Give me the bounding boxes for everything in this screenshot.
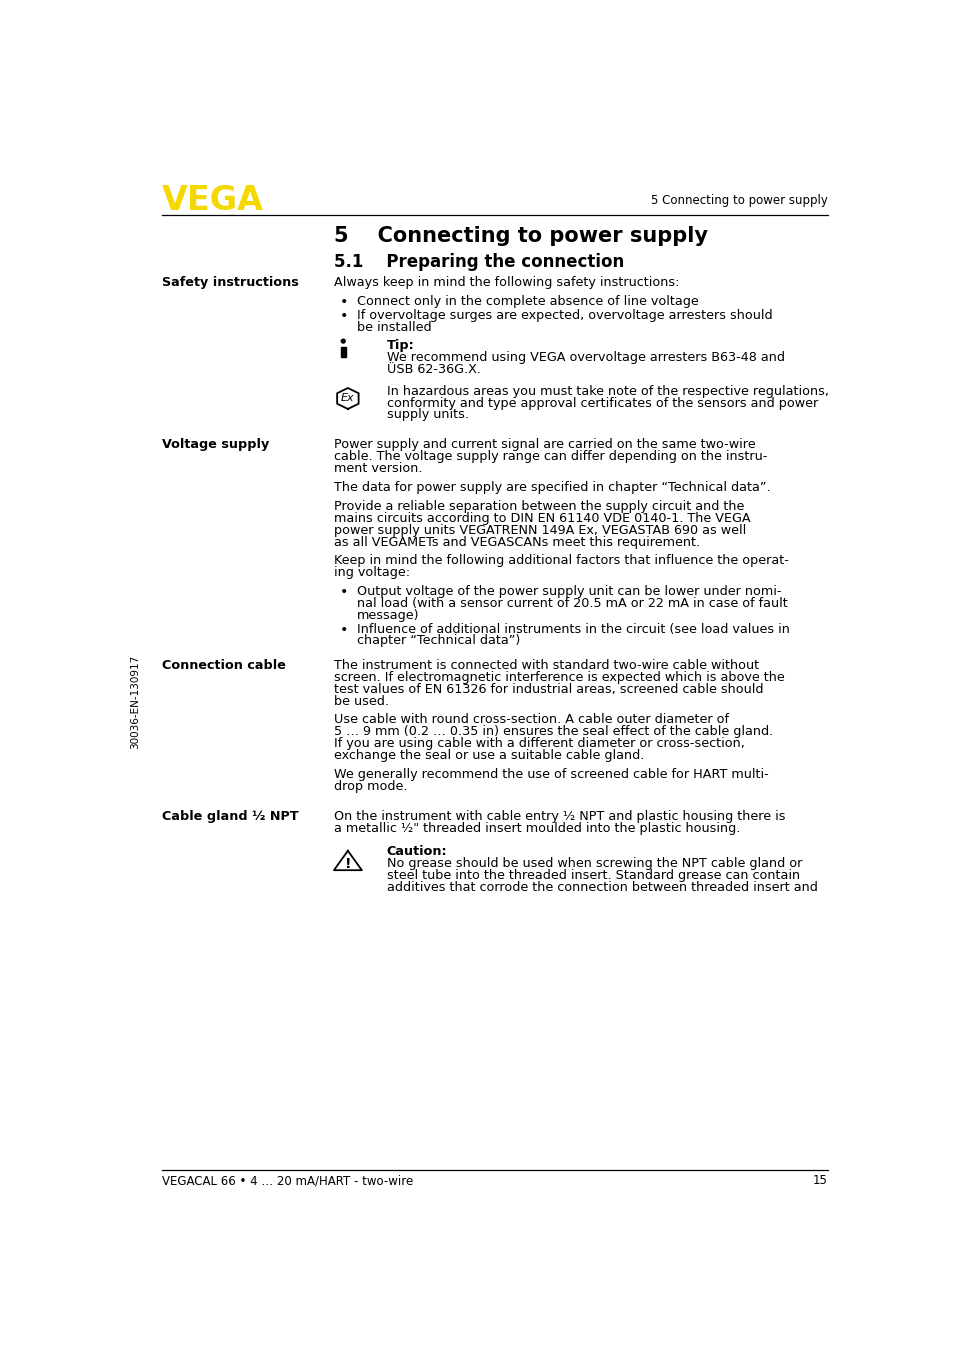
- Text: a metallic ½" threaded insert moulded into the plastic housing.: a metallic ½" threaded insert moulded in…: [334, 822, 740, 834]
- Text: •: •: [340, 309, 348, 322]
- Text: We generally recommend the use of screened cable for HART multi-: We generally recommend the use of screen…: [334, 768, 768, 781]
- Text: No grease should be used when screwing the NPT cable gland or: No grease should be used when screwing t…: [386, 857, 801, 871]
- Text: as all VEGAMETs and VEGASCANs meet this requirement.: as all VEGAMETs and VEGASCANs meet this …: [334, 536, 700, 548]
- Text: nal load (with a sensor current of 20.5 mA or 22 mA in case of fault: nal load (with a sensor current of 20.5 …: [356, 597, 787, 611]
- Text: Provide a reliable separation between the supply circuit and the: Provide a reliable separation between th…: [334, 500, 743, 513]
- Text: On the instrument with cable entry ½ NPT and plastic housing there is: On the instrument with cable entry ½ NPT…: [334, 810, 784, 823]
- Text: ÜSB 62-36G.X.: ÜSB 62-36G.X.: [386, 363, 480, 375]
- Text: Use cable with round cross-section. A cable outer diameter of: Use cable with round cross-section. A ca…: [334, 714, 728, 726]
- Text: In hazardous areas you must take note of the respective regulations,: In hazardous areas you must take note of…: [386, 385, 828, 398]
- Text: VEGA: VEGA: [162, 184, 264, 217]
- Text: mains circuits according to DIN EN 61140 VDE 0140-1. The VEGA: mains circuits according to DIN EN 61140…: [334, 512, 750, 524]
- Text: ing voltage:: ing voltage:: [334, 566, 410, 580]
- Text: cable. The voltage supply range can differ depending on the instru-: cable. The voltage supply range can diff…: [334, 450, 766, 463]
- Text: 5.1    Preparing the connection: 5.1 Preparing the connection: [334, 253, 623, 271]
- Text: Connection cable: Connection cable: [162, 659, 286, 672]
- Text: exchange the seal or use a suitable cable gland.: exchange the seal or use a suitable cabl…: [334, 749, 643, 762]
- Text: The data for power supply are specified in chapter “Technical data”.: The data for power supply are specified …: [334, 481, 770, 494]
- Text: conformity and type approval certificates of the sensors and power: conformity and type approval certificate…: [386, 397, 817, 409]
- Text: Safety instructions: Safety instructions: [162, 276, 298, 290]
- Text: Influence of additional instruments in the circuit (see load values in: Influence of additional instruments in t…: [356, 623, 789, 635]
- Circle shape: [341, 340, 345, 343]
- Text: chapter “Technical data”): chapter “Technical data”): [356, 635, 520, 647]
- Text: Tip:: Tip:: [386, 338, 414, 352]
- Text: steel tube into the threaded insert. Standard grease can contain: steel tube into the threaded insert. Sta…: [386, 869, 799, 881]
- Text: Ex: Ex: [341, 394, 355, 403]
- Text: power supply units VEGATRENN 149A Ex, VEGASTAB 690 as well: power supply units VEGATRENN 149A Ex, VE…: [334, 524, 745, 536]
- Text: screen. If electromagnetic interference is expected which is above the: screen. If electromagnetic interference …: [334, 670, 784, 684]
- Text: ment version.: ment version.: [334, 462, 422, 475]
- Text: Caution:: Caution:: [386, 845, 447, 858]
- Bar: [340, 347, 345, 357]
- Text: If you are using cable with a different diameter or cross-section,: If you are using cable with a different …: [334, 738, 744, 750]
- Text: Power supply and current signal are carried on the same two-wire: Power supply and current signal are carr…: [334, 439, 755, 451]
- Text: be installed: be installed: [356, 321, 432, 333]
- Text: Cable gland ½ NPT: Cable gland ½ NPT: [162, 810, 298, 823]
- Text: The instrument is connected with standard two-wire cable without: The instrument is connected with standar…: [334, 659, 759, 672]
- Text: be used.: be used.: [334, 695, 389, 708]
- Text: drop mode.: drop mode.: [334, 780, 407, 793]
- Text: !: !: [344, 857, 351, 871]
- Text: VEGACAL 66 • 4 … 20 mA/HART - two-wire: VEGACAL 66 • 4 … 20 mA/HART - two-wire: [162, 1174, 413, 1187]
- Text: Keep in mind the following additional factors that influence the operat-: Keep in mind the following additional fa…: [334, 554, 788, 567]
- Text: 5    Connecting to power supply: 5 Connecting to power supply: [334, 226, 707, 245]
- Text: Always keep in mind the following safety instructions:: Always keep in mind the following safety…: [334, 276, 679, 290]
- Text: •: •: [340, 585, 348, 600]
- Text: 15: 15: [812, 1174, 827, 1187]
- Text: •: •: [340, 295, 348, 309]
- Text: If overvoltage surges are expected, overvoltage arresters should: If overvoltage surges are expected, over…: [356, 309, 772, 322]
- Text: 5 Connecting to power supply: 5 Connecting to power supply: [650, 194, 827, 207]
- Text: Output voltage of the power supply unit can be lower under nomi-: Output voltage of the power supply unit …: [356, 585, 781, 598]
- Text: 30036-EN-130917: 30036-EN-130917: [130, 654, 139, 749]
- Text: additives that corrode the connection between threaded insert and: additives that corrode the connection be…: [386, 881, 817, 894]
- Text: We recommend using VEGA overvoltage arresters B63-48 and: We recommend using VEGA overvoltage arre…: [386, 351, 783, 364]
- Text: supply units.: supply units.: [386, 409, 468, 421]
- Text: Voltage supply: Voltage supply: [162, 439, 269, 451]
- Text: test values of EN 61326 for industrial areas, screened cable should: test values of EN 61326 for industrial a…: [334, 682, 762, 696]
- Text: 5 … 9 mm (0.2 … 0.35 in) ensures the seal effect of the cable gland.: 5 … 9 mm (0.2 … 0.35 in) ensures the sea…: [334, 726, 772, 738]
- Text: Connect only in the complete absence of line voltage: Connect only in the complete absence of …: [356, 295, 699, 309]
- Text: message): message): [356, 609, 419, 621]
- Text: •: •: [340, 623, 348, 636]
